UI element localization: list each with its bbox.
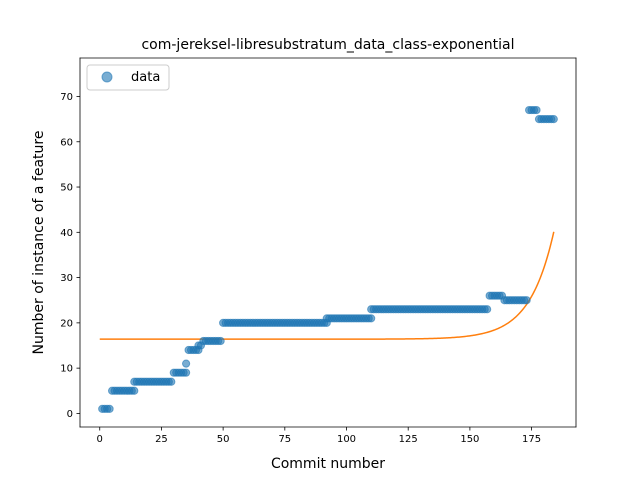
series-data <box>98 105 558 413</box>
chart-title: com-jereksel-libresubstratum_data_class-… <box>141 37 514 53</box>
x-tick-label: 25 <box>155 434 168 445</box>
series-fit-line <box>99 231 555 340</box>
x-tick-label: 150 <box>460 434 479 445</box>
x-tick-label: 0 <box>97 434 103 445</box>
legend-marker-data <box>101 71 113 83</box>
x-tick-label: 50 <box>217 434 230 445</box>
data-layer <box>98 105 558 413</box>
x-tick-label: 125 <box>399 434 418 445</box>
y-tick-label: 10 <box>60 364 73 375</box>
y-axis-label: Number of instance of a feature <box>31 131 47 355</box>
x-tick-label: 75 <box>278 434 291 445</box>
plot-background <box>80 58 576 427</box>
data-point <box>532 105 541 115</box>
y-tick-label: 50 <box>60 183 73 194</box>
axes-layer: 0 25 50 75 100 125 150 175 0 10 20 30 40 50 60 70 <box>60 57 577 445</box>
y-tick-label: 0 <box>67 409 73 420</box>
data-point <box>216 336 225 346</box>
x-tick-label: 100 <box>337 434 356 445</box>
data-point <box>182 359 191 368</box>
legend-label-data: data <box>131 70 160 85</box>
legend-box <box>86 64 170 91</box>
x-tick-label: 175 <box>522 434 541 445</box>
data-point <box>367 314 376 323</box>
y-tick-label: 20 <box>60 318 73 329</box>
y-tick-label: 30 <box>60 273 73 284</box>
plot-area <box>80 58 576 427</box>
legend: data <box>86 64 170 91</box>
y-tick-label: 40 <box>60 228 73 239</box>
x-axis-label: Commit number <box>271 456 385 472</box>
data-point <box>483 305 492 314</box>
data-point <box>167 377 176 386</box>
data-point <box>130 386 139 395</box>
data-point <box>522 296 531 305</box>
data-point <box>182 368 191 377</box>
y-tick-label: 60 <box>60 137 73 148</box>
data-point <box>549 115 558 124</box>
y-tick-label: 70 <box>60 92 73 103</box>
data-point <box>105 404 114 413</box>
